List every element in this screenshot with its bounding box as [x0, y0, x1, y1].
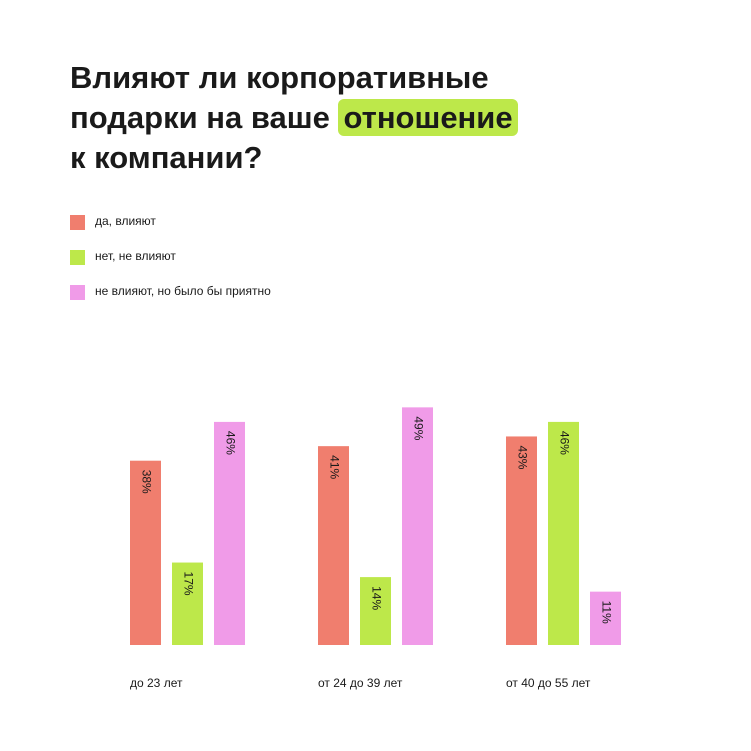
title-line: подарки на ваше отношение	[70, 98, 518, 138]
title-highlight: отношение	[338, 99, 518, 136]
value-label: 46%	[557, 431, 571, 455]
x-tick-label: до 23 лет	[130, 676, 183, 690]
bar	[548, 421, 579, 645]
legend-swatch	[70, 285, 85, 300]
bar	[318, 446, 349, 645]
title-line: Влияют ли корпоративные	[70, 60, 489, 95]
value-label: 49%	[411, 416, 425, 440]
value-label: 46%	[223, 431, 237, 455]
bar	[590, 591, 621, 645]
legend-swatch	[70, 215, 85, 230]
bar	[172, 562, 203, 645]
value-label: 43%	[515, 445, 529, 469]
bar	[506, 436, 537, 645]
bar	[360, 577, 391, 645]
legend-label: не влияют, но было бы приятно	[95, 284, 271, 298]
value-label: 14%	[369, 586, 383, 610]
value-label: 11%	[599, 601, 613, 624]
chart-title: Влияют ли корпоративные подарки на ваше …	[70, 58, 518, 178]
bar	[214, 421, 245, 645]
legend-label: нет, не влияют	[95, 249, 176, 263]
value-label: 17%	[181, 572, 195, 596]
bar	[130, 460, 161, 645]
title-line: к компании?	[70, 140, 263, 175]
legend-swatch	[70, 250, 85, 265]
value-label: 41%	[327, 455, 341, 479]
x-tick-label: от 24 до 39 лет	[318, 676, 403, 690]
x-tick-label: от 40 до 55 лет	[506, 676, 591, 690]
legend-label: да, влияют	[95, 214, 156, 228]
bar	[402, 407, 433, 645]
value-label: 38%	[139, 470, 153, 494]
title-text: подарки на ваше	[70, 100, 330, 135]
